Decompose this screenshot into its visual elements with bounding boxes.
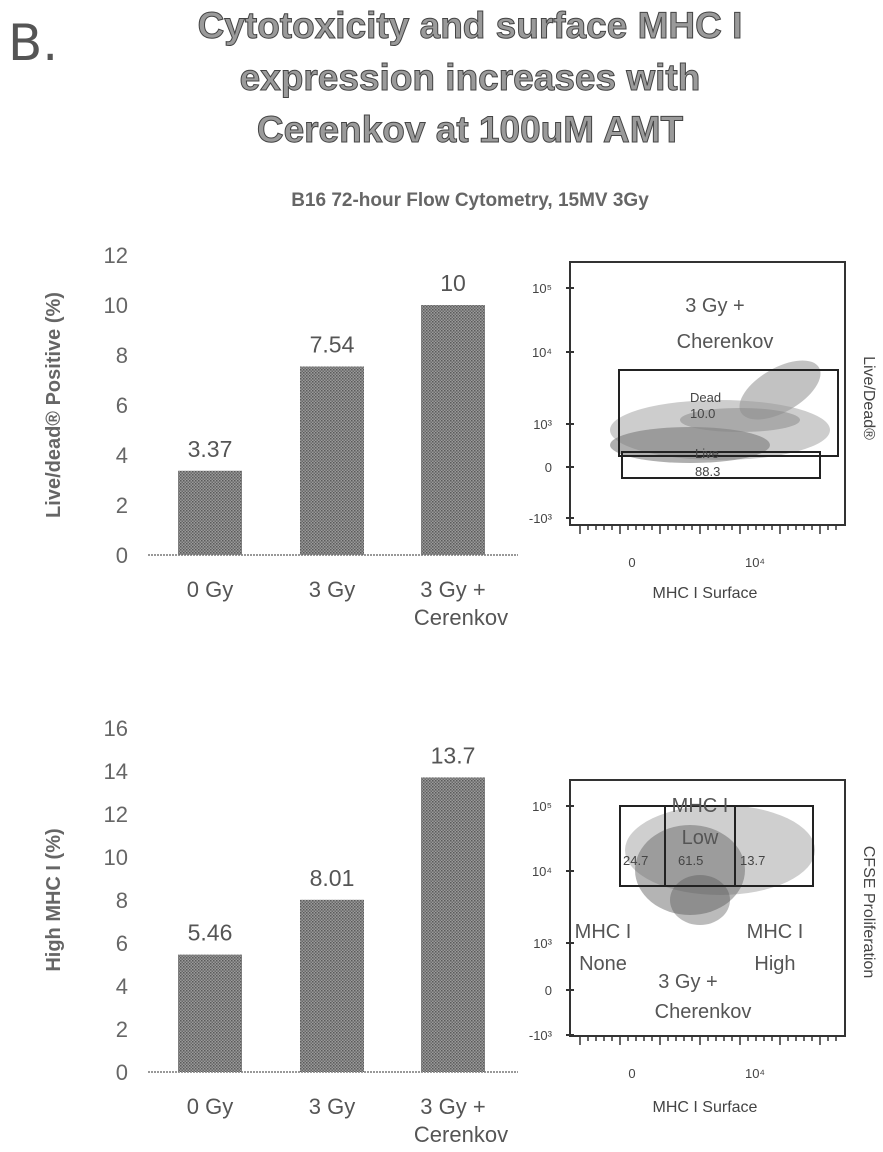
- y-tick-label: 16: [104, 716, 128, 741]
- y-tick-label: 14: [104, 759, 128, 784]
- x-category-label: 3 Gy: [309, 1094, 355, 1119]
- figure-subtitle: B16 72-hour Flow Cytometry, 15MV 3Gy: [291, 190, 649, 211]
- flow-y-tick: 10⁵: [532, 799, 552, 814]
- bar: [421, 305, 485, 555]
- figure-title: Cytotoxicity and surface MHC I expressio…: [160, 0, 780, 156]
- bar-value-label: 5.46: [188, 920, 233, 946]
- flow-x-tick: 0: [628, 555, 635, 570]
- gate-live-name: Live: [695, 446, 719, 461]
- y-tick-label: 10: [104, 845, 128, 870]
- flow-x-tick: 10⁴: [745, 1066, 765, 1081]
- y-tick-label: 2: [116, 493, 128, 518]
- gate-high: [734, 805, 814, 887]
- y-tick-label: 4: [116, 443, 128, 468]
- gate-dead-name: Dead: [690, 390, 721, 405]
- y-tick-label: 12: [104, 802, 128, 827]
- flow-density-cloud: [625, 805, 815, 925]
- bar: [178, 954, 242, 1072]
- y-tick-label: 8: [116, 888, 128, 913]
- flow-x-tick: 10⁴: [745, 555, 765, 570]
- flow-y-tick: 10³: [533, 417, 552, 432]
- y-tick-label: 4: [116, 974, 128, 999]
- gate-none-name: MHC I None: [575, 921, 632, 975]
- flow-y-tick: 10⁵: [532, 281, 552, 296]
- bar-value-label: 8.01: [310, 865, 355, 891]
- gate-dead-value: 10.0: [690, 406, 715, 421]
- gate-live-value: 88.3: [695, 464, 720, 479]
- bar-chart-high-mhc: 0 2 4 6 8 10 12 14 16 High MHC I (%) 5.46 0 Gy 8.01 3…: [43, 716, 518, 1147]
- bar: [300, 899, 364, 1072]
- gate-low-name: MHC I Low: [672, 795, 729, 849]
- title-line-1: Cytotoxicity and surface MHC I: [197, 5, 743, 47]
- x-category-label: 3 Gy + Cerenkov: [414, 1094, 508, 1147]
- bar: [421, 777, 485, 1072]
- y-tick-label: 0: [116, 1060, 128, 1085]
- y-tick-label: 6: [116, 931, 128, 956]
- y-tick-label: 6: [116, 393, 128, 418]
- flow-x-tick: 0: [628, 1066, 635, 1081]
- flow-x-ticks: 0 10⁴: [579, 525, 837, 570]
- title-line-2: expression increases with: [239, 57, 701, 99]
- y-axis-label: High MHC I (%): [43, 828, 65, 971]
- y-tick-label: 2: [116, 1017, 128, 1042]
- bar: [178, 470, 242, 555]
- bar: [300, 366, 364, 555]
- gate-high-name: MHC I High: [747, 921, 804, 975]
- y-tick-label: 10: [104, 293, 128, 318]
- flow-y-tick: 0: [545, 983, 552, 998]
- bar-value-label: 13.7: [431, 742, 476, 768]
- flow-y-ticks: 10⁵ 10⁴ 10³ 0 -10³: [529, 281, 574, 526]
- x-category-label: 0 Gy: [187, 1094, 233, 1119]
- gate-dead: [618, 369, 839, 457]
- x-category-label: 0 Gy: [187, 577, 233, 602]
- x-category-label: 3 Gy: [309, 577, 355, 602]
- flow-y-label: CFSE Proliferation: [860, 846, 877, 979]
- y-tick-label: 12: [104, 243, 128, 268]
- flow-y-tick: -10³: [529, 1028, 553, 1043]
- y-tick-label: 0: [116, 543, 128, 568]
- flow-y-tick: 10⁴: [532, 345, 552, 360]
- bar-value-label: 10: [440, 270, 466, 296]
- flow-y-tick: 10⁴: [532, 864, 552, 879]
- flow-sample-label: 3 Gy + Cherenkov: [677, 295, 774, 353]
- panel-label: B.: [8, 14, 59, 72]
- title-line-3: Cerenkov at 100uM AMT: [256, 109, 684, 151]
- flow-x-ticks: 0 10⁴: [579, 1036, 837, 1081]
- flow-y-ticks: 10⁵ 10⁴ 10³ 0 -10³: [529, 799, 574, 1043]
- flow-y-tick: 0: [545, 460, 552, 475]
- y-tick-label: 8: [116, 343, 128, 368]
- bar-value-label: 3.37: [188, 436, 233, 462]
- flow-y-label: Live/Dead®: [860, 356, 877, 440]
- flow-plot-livedead: Dead 10.0 Live 88.3 3 Gy + Cherenkov 10⁵1…: [529, 261, 877, 602]
- gate-low-value: 61.5: [678, 853, 703, 868]
- gate-live: [621, 451, 821, 479]
- flow-density-cloud: [610, 360, 830, 463]
- flow-y-tick: 10³: [533, 936, 552, 951]
- x-category-label: 3 Gy + Cerenkov: [414, 577, 508, 630]
- gate-high-value: 13.7: [740, 853, 765, 868]
- flow-x-label: MHC I Surface: [653, 585, 758, 602]
- gate-none-value: 24.7: [623, 853, 648, 868]
- flow-sample-label: 3 Gy + Cherenkov: [655, 971, 752, 1023]
- bar-value-label: 7.54: [310, 332, 355, 358]
- y-axis-label: Live/dead® Positive (%): [43, 292, 65, 518]
- flow-x-label: MHC I Surface: [653, 1099, 758, 1116]
- bar-chart-livedead: 0 2 4 6 8 10 12 Live/dead® Positive (%) 3.37 0 Gy…: [43, 243, 518, 630]
- flow-y-tick: -10³: [529, 511, 553, 526]
